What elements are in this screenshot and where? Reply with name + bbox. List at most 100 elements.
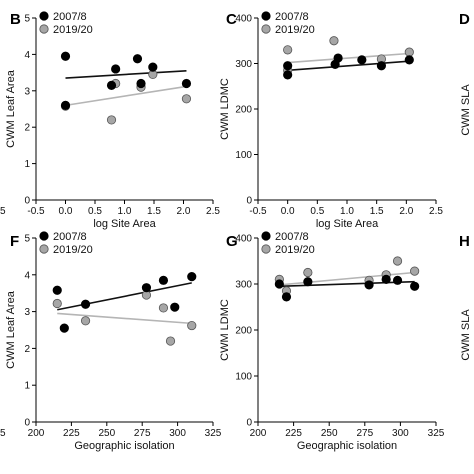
panel-letter: C <box>226 11 237 28</box>
x-tick-label: 2.5 <box>429 206 443 217</box>
data-point <box>392 256 403 266</box>
panel-letter: G <box>226 233 238 250</box>
data-point <box>80 299 91 309</box>
panel-h: H CWM SLA <box>459 233 472 361</box>
legend-marker <box>39 244 49 254</box>
panel-edge: 55 <box>0 206 6 439</box>
data-point <box>283 70 293 80</box>
panel-letter: H <box>459 233 470 250</box>
x-tick-label: 2.5 <box>206 206 220 217</box>
y-tick-label: 100 <box>235 372 252 383</box>
x-axis-title: log Site Area <box>316 218 379 230</box>
y-tick-label: 0 <box>24 196 30 207</box>
data-point <box>283 61 293 71</box>
panel-letter: F <box>10 233 19 250</box>
y-tick-label: 200 <box>235 326 252 337</box>
legend-marker <box>39 24 49 34</box>
data-point <box>404 55 414 65</box>
data-point <box>132 54 143 64</box>
y-tick-label: 1 <box>24 381 30 392</box>
y-tick-label: 0 <box>24 418 30 429</box>
data-point <box>80 316 91 326</box>
data-point <box>364 280 374 290</box>
x-tick-label: 0.5 <box>88 206 102 217</box>
data-point <box>303 267 313 278</box>
x-tick-label: 0.5 <box>310 206 324 217</box>
x-tick-label: 0.0 <box>59 206 73 217</box>
y-axis-title: CWM LDMC <box>219 78 231 140</box>
y-tick-label: 100 <box>235 150 252 161</box>
fit-line-series2 <box>65 85 187 107</box>
x-tick-label: 300 <box>169 428 186 439</box>
legend-marker <box>261 244 271 254</box>
y-tick-label: 0 <box>246 196 252 207</box>
fit-line-series2 <box>287 52 410 64</box>
legend-label: 2007/8 <box>275 11 309 23</box>
x-tick-label: 2.0 <box>177 206 191 217</box>
data-point <box>404 47 414 57</box>
panel-letter: D <box>459 11 470 28</box>
y-axis-title: CWM LDMC <box>219 299 231 361</box>
y-tick-label: 3 <box>24 86 30 97</box>
data-point <box>141 283 152 293</box>
data-point <box>181 94 192 104</box>
x-tick-label: 2.0 <box>399 206 413 217</box>
data-point <box>283 45 293 55</box>
x-tick-label: -0.5 <box>27 206 45 217</box>
x-tick-label: 250 <box>321 428 338 439</box>
data-point <box>106 115 117 125</box>
x-tick-label: 275 <box>134 428 151 439</box>
data-point <box>381 274 391 284</box>
y-tick-label: 200 <box>235 105 252 116</box>
x-tick-label: 1.0 <box>340 206 354 217</box>
y-tick-label: 5 <box>24 234 30 245</box>
panel-d: D CWM SLA <box>459 11 472 136</box>
data-point <box>281 292 292 302</box>
panel-letter: B <box>10 11 21 28</box>
x-axis-title: Geographic isolation <box>297 440 397 452</box>
y-tick-label: 0 <box>246 418 252 429</box>
y-tick-label: 3 <box>24 307 30 318</box>
x-tick-label: 275 <box>356 428 373 439</box>
panel-b: B -0.5 0.0 0.5 1.0 1.5 2.0 2.5 0 1 2 3 4 5 log Site Ar… <box>5 11 220 230</box>
x-tick-label: 325 <box>205 428 222 439</box>
legend-label: 2007/8 <box>53 231 87 243</box>
data-point <box>52 298 62 309</box>
data-point <box>59 323 69 333</box>
panel-c: C -0.5 0.0 0.5 1.0 1.5 2.0 2.5 0 100 200 300 400 log … <box>219 11 443 230</box>
legend-label: 2019/20 <box>53 24 93 36</box>
x-tick-label: 1.0 <box>118 206 132 217</box>
y-tick-label: 2 <box>24 123 30 134</box>
data-point <box>60 100 71 110</box>
data-point <box>148 62 158 72</box>
fit-line-series2 <box>279 271 415 286</box>
data-point <box>329 36 339 46</box>
y-tick-label: 300 <box>235 59 252 70</box>
data-point <box>187 320 197 331</box>
y-tick-label: 400 <box>235 234 252 245</box>
data-point <box>158 275 169 285</box>
x-tick-label: 225 <box>285 428 302 439</box>
data-point <box>52 285 62 295</box>
fit-line-series1 <box>287 60 410 72</box>
panel-g: G 200 225 250 275 300 325 0 100 200 300 400 Geograph… <box>219 231 445 452</box>
x-axis-title: Geographic isolation <box>74 440 174 452</box>
data-point <box>376 61 387 71</box>
fit-line-series1 <box>57 282 192 311</box>
y-tick-label: 5 <box>24 14 30 25</box>
y-tick-label: 1 <box>24 159 30 170</box>
data-point <box>111 64 121 74</box>
data-point <box>136 78 146 89</box>
y-tick-label: 400 <box>235 14 252 25</box>
legend-label: 2007/8 <box>275 231 309 243</box>
y-tick-label: 300 <box>235 280 252 291</box>
data-point <box>410 266 420 276</box>
data-point <box>303 277 313 287</box>
fit-line-series2 <box>57 312 192 325</box>
x-tick-label: 250 <box>98 428 115 439</box>
tick-label: 5 <box>0 428 6 439</box>
legend-label: 2019/20 <box>53 244 93 256</box>
x-tick-label: 1.5 <box>147 206 161 217</box>
fit-line-series1 <box>279 280 415 288</box>
